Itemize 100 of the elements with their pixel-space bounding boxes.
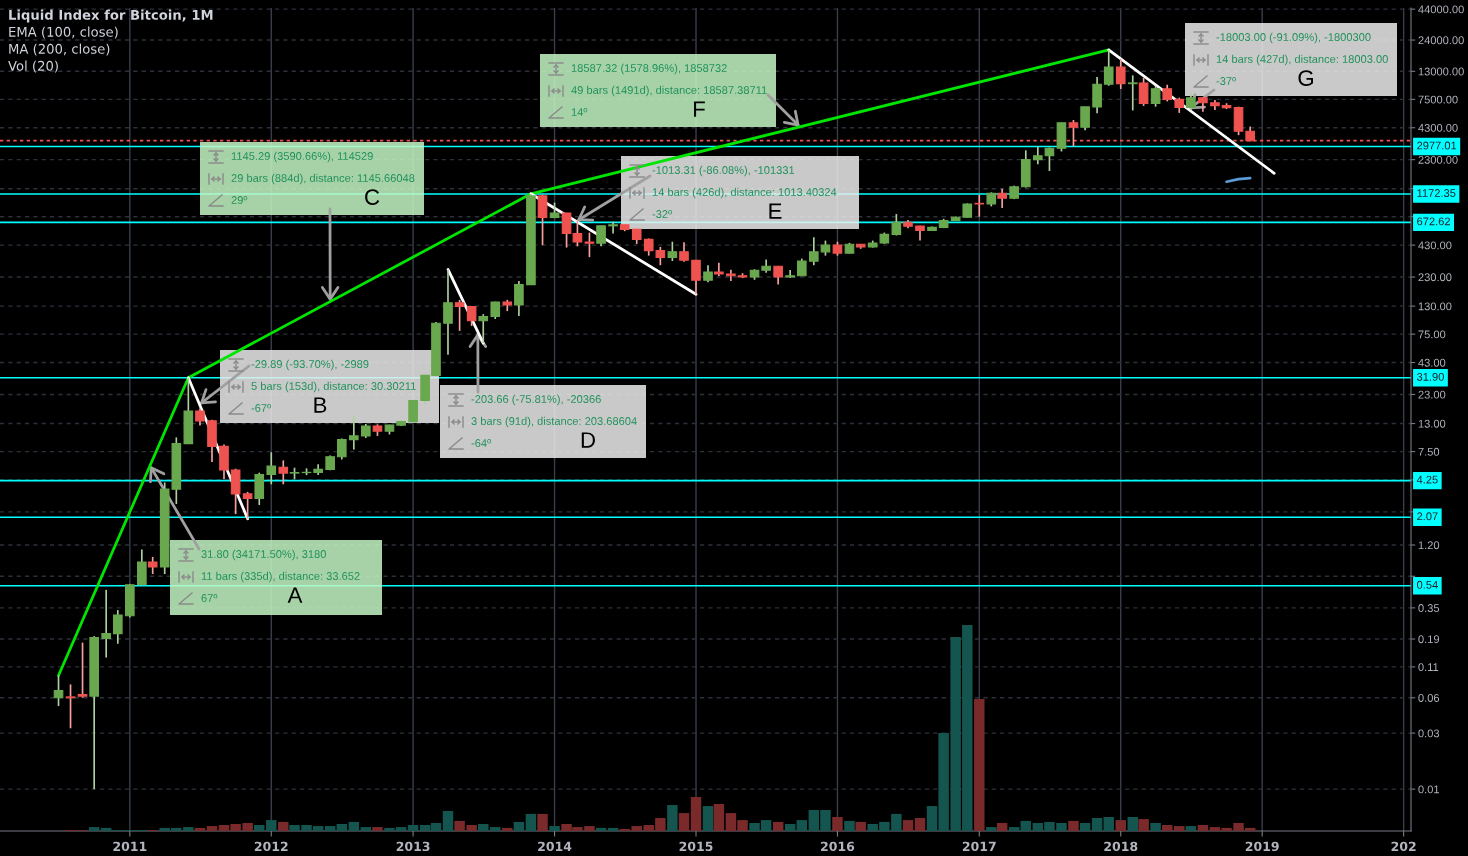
bar — [595, 827, 607, 831]
x-tick-label: 2013 — [396, 841, 430, 852]
bar — [254, 825, 265, 831]
candlestick — [608, 220, 618, 235]
y-tick-label: 13.00 — [1418, 419, 1446, 428]
y-tick-label: 0.19 — [1418, 635, 1440, 644]
annotation: E — [769, 203, 782, 219]
bar — [772, 821, 784, 831]
x-tick-label: 202 — [1391, 841, 1416, 852]
x-tick-label: 2019 — [1245, 841, 1279, 852]
y-tick-label: 24000.00 — [1418, 36, 1464, 45]
annotation: C — [365, 189, 380, 205]
bar — [513, 821, 525, 831]
bar — [986, 827, 997, 831]
bar — [537, 813, 548, 831]
bar — [1127, 816, 1138, 831]
annotation: G — [1298, 70, 1313, 86]
bar — [796, 820, 808, 831]
ref-line-label: 31.90 — [1416, 372, 1444, 381]
annotation: A — [287, 587, 303, 603]
candlestick — [466, 305, 477, 327]
annotation: Vol (20) — [8, 60, 58, 73]
bar — [206, 826, 218, 831]
candlestick — [77, 641, 88, 699]
bar — [348, 821, 360, 831]
bar — [1162, 825, 1173, 831]
candlestick — [1127, 74, 1138, 112]
bar — [974, 698, 985, 831]
bar — [678, 813, 690, 831]
bar — [996, 822, 1008, 831]
candlestick — [219, 443, 229, 481]
y-tick-label: 130.00 — [1418, 302, 1452, 311]
candlestick — [278, 459, 289, 486]
candlestick — [537, 193, 548, 246]
candlestick — [242, 491, 253, 520]
y-tick-label: 44000.00 — [1418, 5, 1464, 14]
candlestick — [478, 313, 489, 344]
x-tick-label: 2011 — [113, 841, 147, 852]
bar — [407, 825, 419, 831]
annotation: B — [314, 397, 327, 413]
bar — [607, 827, 619, 831]
candlestick — [254, 471, 265, 506]
candlestick — [1138, 76, 1149, 107]
candlestick — [230, 467, 241, 515]
candlestick — [572, 219, 583, 248]
x-tick-label: 2015 — [679, 841, 713, 852]
bar — [1197, 825, 1209, 831]
bar — [1068, 820, 1079, 831]
bar — [266, 820, 277, 831]
candlestick — [336, 437, 347, 461]
y-tick-label: 13000.00 — [1418, 67, 1464, 76]
bar — [914, 818, 926, 831]
bar — [690, 797, 702, 831]
y-tick-label: 43.00 — [1418, 358, 1446, 367]
bar — [1115, 820, 1126, 831]
annotation: EMA (100, close) — [9, 26, 118, 39]
candlestick — [974, 194, 985, 218]
candlestick — [514, 280, 524, 317]
ref-line-label: 4.25 — [1416, 475, 1438, 484]
candlestick — [1080, 105, 1090, 131]
y-tick-label: 7.50 — [1418, 447, 1440, 456]
bar — [372, 827, 383, 831]
bar — [702, 806, 714, 831]
bar — [667, 805, 678, 831]
bar — [1138, 819, 1149, 831]
bar — [336, 824, 348, 831]
candlestick — [101, 589, 112, 659]
x-tick-label: 2012 — [254, 841, 288, 852]
candlestick — [137, 548, 147, 586]
bar — [360, 827, 372, 831]
candlestick — [997, 187, 1007, 209]
ref-line-label: 0.54 — [1416, 580, 1438, 589]
y-tick-label: 430.00 — [1418, 241, 1452, 250]
candlestick — [584, 231, 595, 258]
candlestick — [667, 240, 678, 262]
annotation: MA (200, close) — [9, 43, 110, 56]
bar — [832, 816, 843, 831]
annotation: F — [694, 101, 705, 117]
bar — [1008, 827, 1020, 831]
y-tick-label: 23.00 — [1418, 390, 1446, 399]
x-tick-label: 2018 — [1104, 841, 1138, 852]
y-tick-label: 230.00 — [1418, 273, 1452, 282]
x-tick-label: 2017 — [962, 841, 996, 852]
bar — [88, 827, 100, 831]
y-tick-label: 2300.00 — [1418, 155, 1458, 164]
candlestick — [596, 224, 606, 248]
y-tick-label: 0.06 — [1418, 694, 1440, 702]
ref-line-label: 2977.01 — [1417, 141, 1457, 150]
bar — [1174, 826, 1185, 831]
candlestick — [65, 683, 76, 730]
bar — [713, 804, 725, 831]
y-tick-label: 7500.00 — [1418, 95, 1458, 104]
bar — [194, 827, 206, 831]
bar — [324, 826, 336, 831]
bar — [1020, 820, 1032, 831]
bar — [525, 813, 537, 831]
y-tick-label: 75.00 — [1418, 330, 1446, 339]
y-tick-label: 0.11 — [1418, 663, 1439, 672]
y-tick-label: 0.35 — [1418, 604, 1440, 612]
bar — [1185, 826, 1197, 831]
